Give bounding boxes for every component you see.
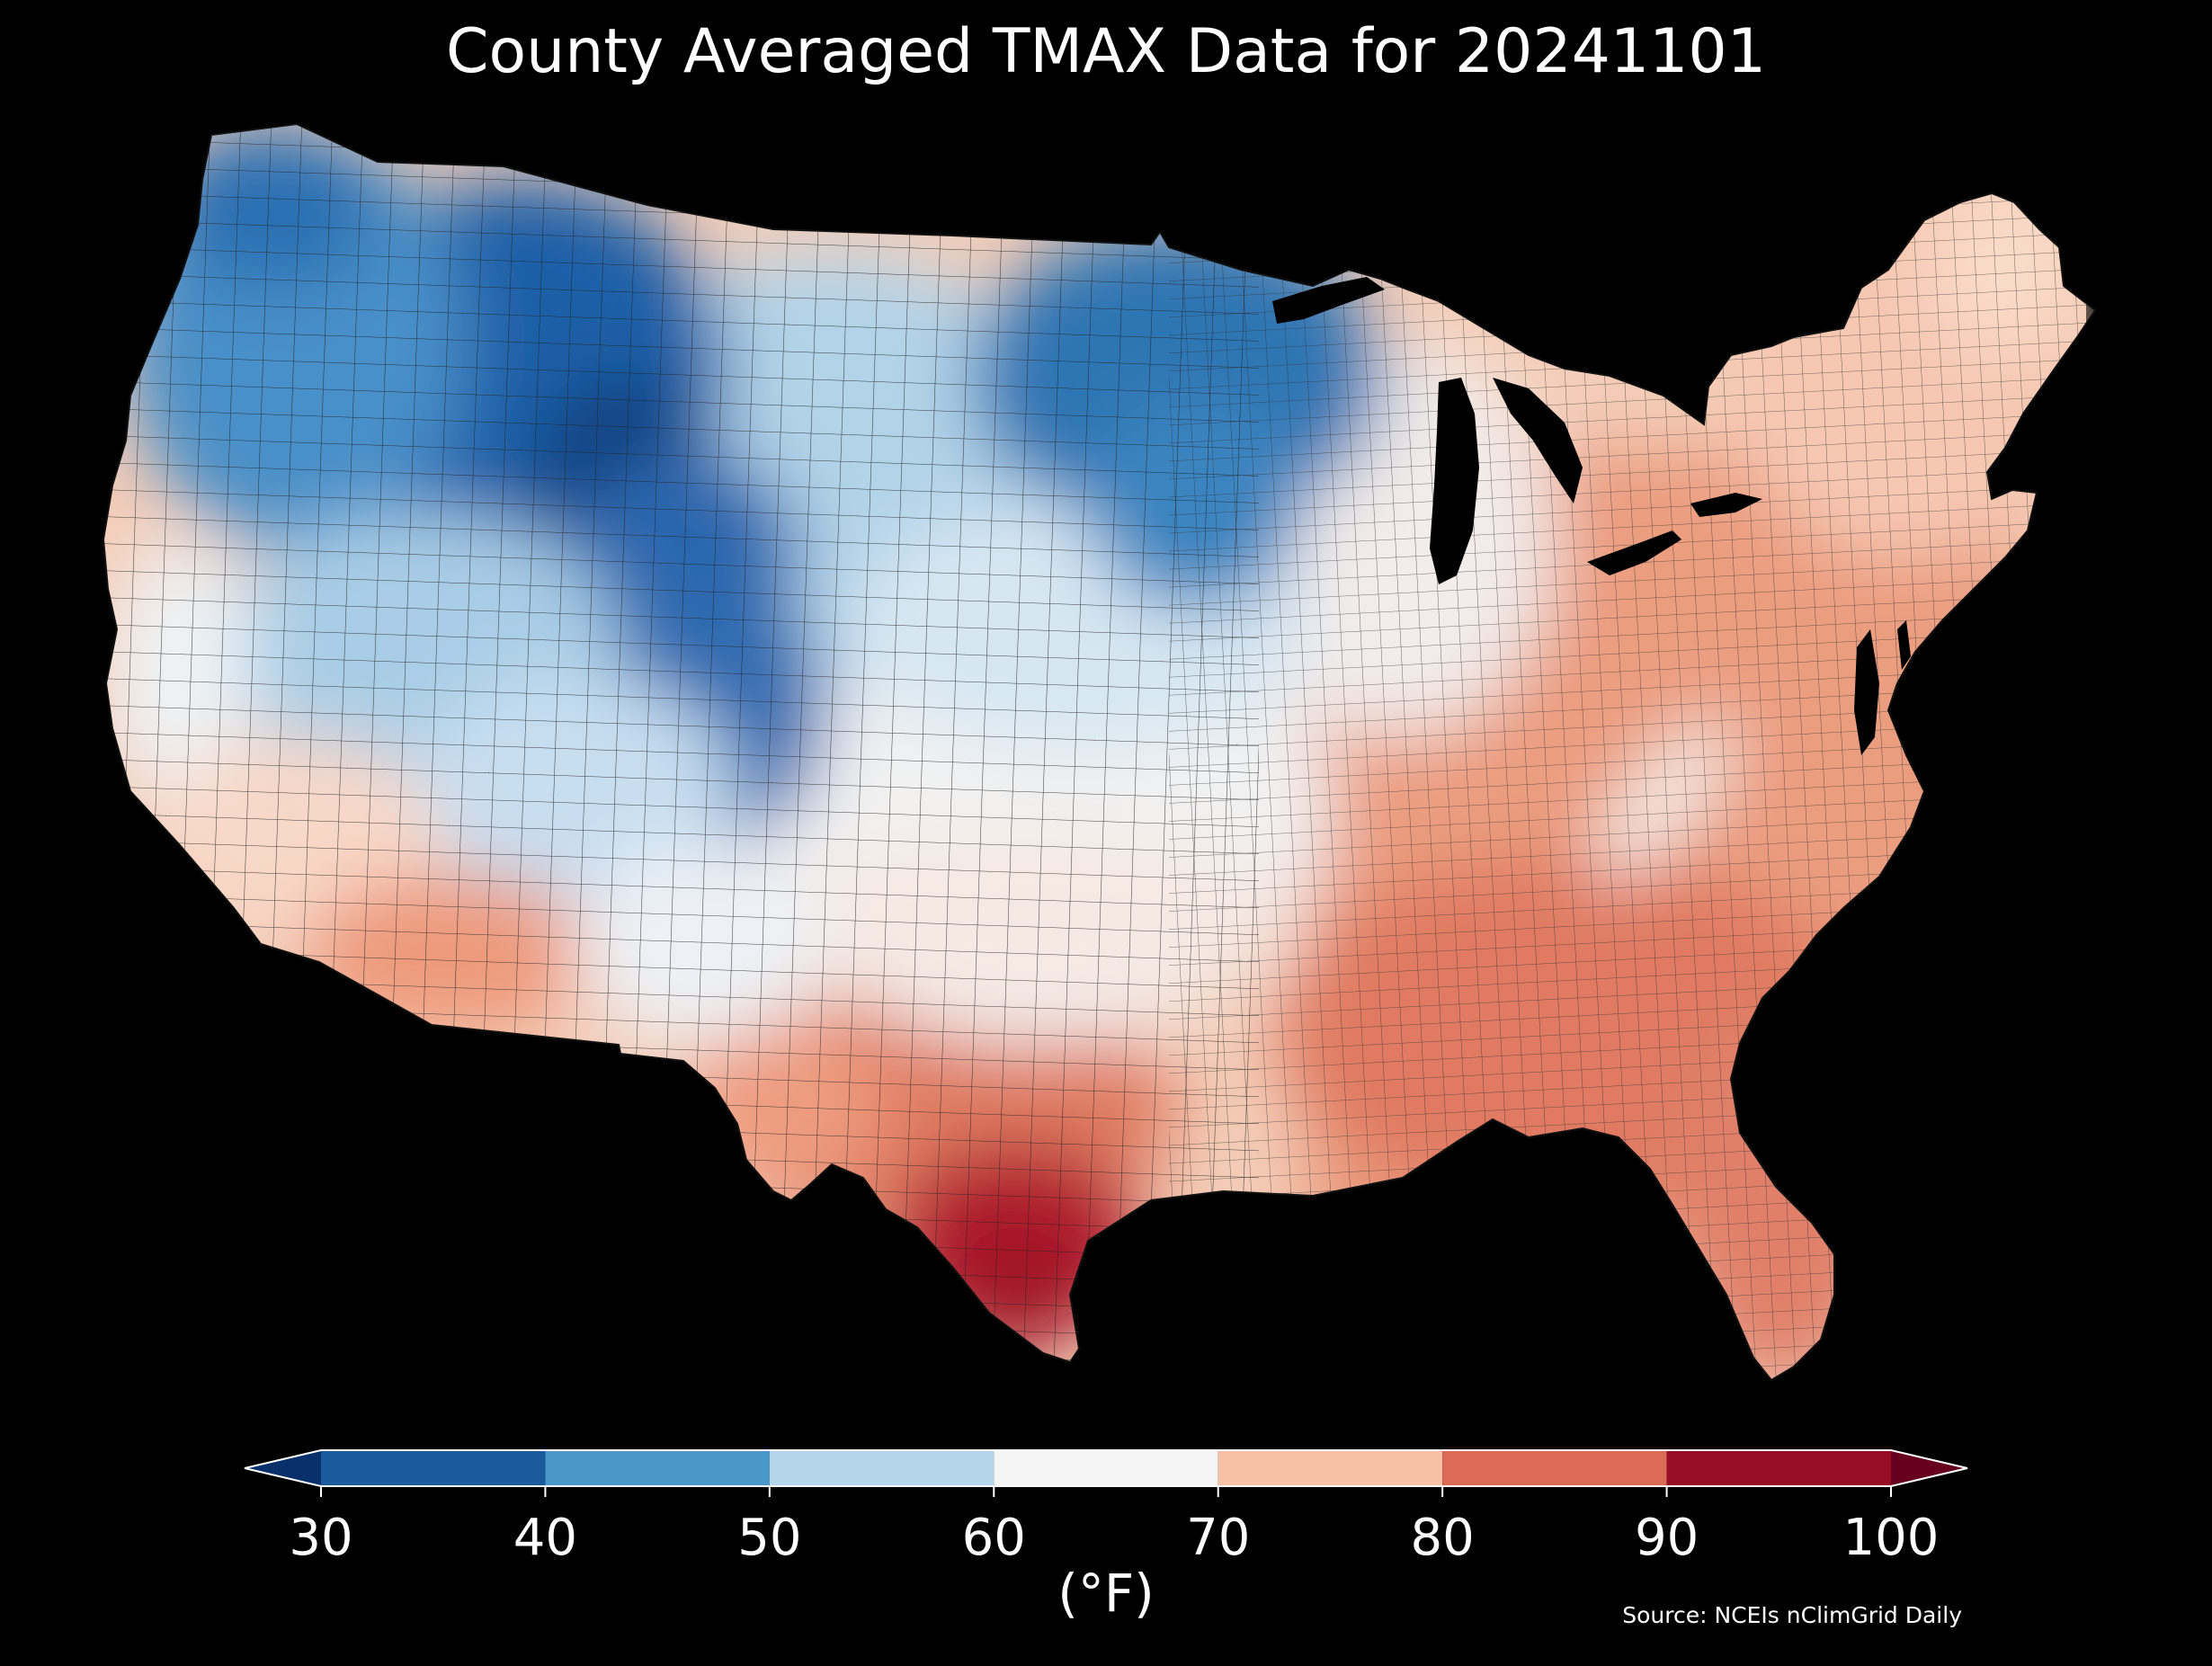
colorbar-tick-label: 40 (513, 1509, 577, 1567)
colorbar-bin (545, 1450, 770, 1486)
colorbar-extend-under (245, 1450, 321, 1486)
map-title: County Averaged TMAX Data for 20241101 (446, 16, 1766, 87)
colorbar-tick-label: 80 (1411, 1509, 1475, 1567)
us-outline (102, 122, 2097, 1382)
source-note: Source: NCEIs nClimGrid Daily (1622, 1602, 1962, 1628)
colorbar-tick-label: 90 (1635, 1509, 1699, 1567)
colorbar-tick-labels: 30 40 50 60 70 80 90 100 (289, 1486, 1939, 1567)
colorbar-tick-label: 100 (1843, 1509, 1940, 1567)
colorbar-tick-label: 50 (737, 1509, 801, 1567)
colorbar-unit-label: (°F) (1057, 1563, 1155, 1624)
colorbar-bin (1442, 1450, 1667, 1486)
colorbar-bin (321, 1450, 546, 1486)
coastal-bays (1854, 620, 1911, 755)
temperature-field (103, 124, 2086, 1380)
colorbar-bin (1217, 1450, 1443, 1486)
colorbar (244, 1449, 1968, 1487)
colorbar-extend-over (1891, 1450, 1967, 1486)
colorbar-tick-label: 60 (962, 1509, 1026, 1567)
colorbar-bin (994, 1450, 1218, 1486)
colorbar-tick-label: 30 (289, 1509, 352, 1567)
colorbar-bin (769, 1450, 995, 1486)
great-lakes (1272, 277, 1762, 584)
colorbar-bin (1666, 1450, 1891, 1486)
colorbar-tick-label: 70 (1186, 1509, 1250, 1567)
